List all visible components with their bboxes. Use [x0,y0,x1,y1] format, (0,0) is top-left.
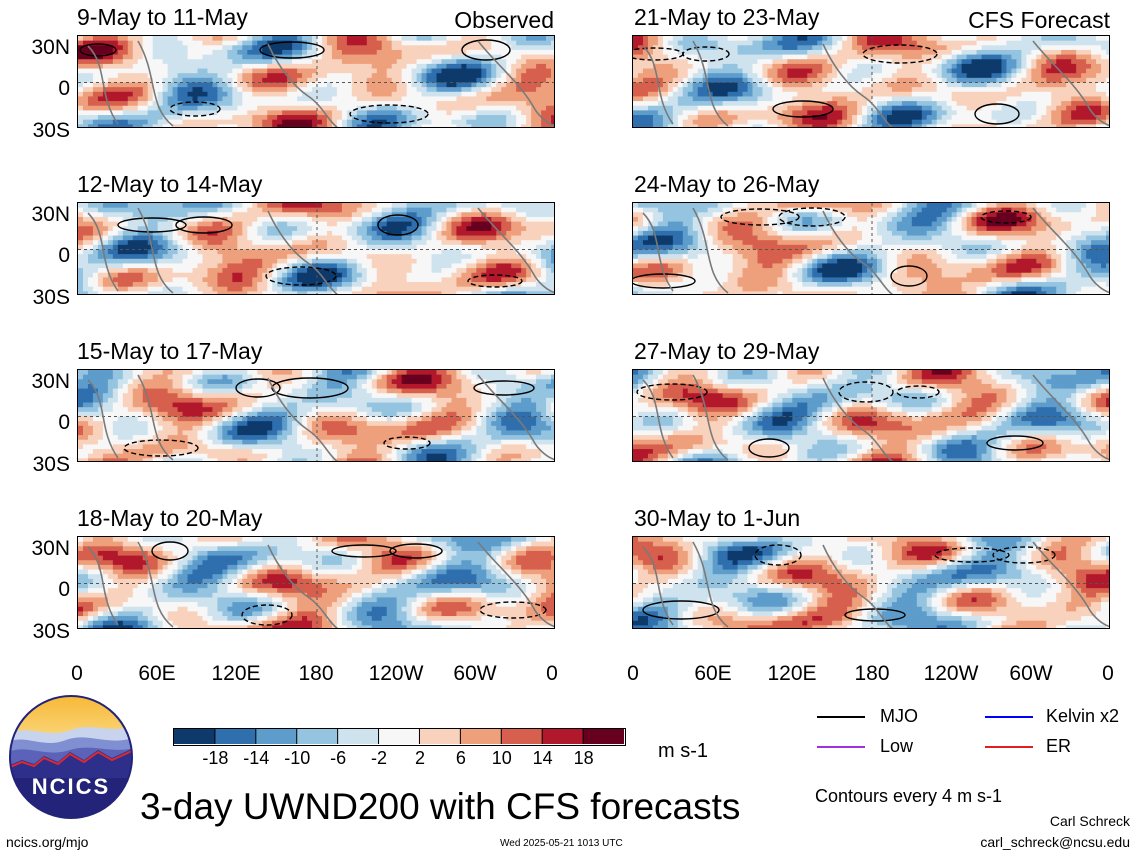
legend-line-low [817,746,865,748]
lon-tick-label: 0 [627,662,639,685]
colorbar-tick-label: -18 [202,748,229,768]
map-field [78,203,554,294]
legend-label: Kelvin x2 [1046,706,1120,726]
map-panel-fcst-1 [632,35,1110,128]
map-field [633,203,1109,294]
colorbar-tick-label: 18 [573,748,594,768]
lon-tick-label: 60E [694,662,732,685]
logo-text: NCICS [31,774,111,799]
colorbar-swatch [296,729,339,744]
legend-label: Low [880,736,914,756]
panel-tag-forecast: CFS Forecast [968,7,1110,33]
map-field [633,36,1109,127]
lat-tick-label: 30N [31,203,70,226]
map-panel-fcst-2 [632,202,1110,295]
colorbar-unit: m s-1 [658,740,708,762]
map-field [78,370,554,461]
panel-title: 9-May to 11-May [77,4,248,30]
map-panel-fcst-4 [632,536,1110,629]
colorbar-tick-label: 10 [491,748,512,768]
legend-label: MJO [880,706,918,726]
map-panel-obs-2 [77,202,555,295]
panel-title: 24-May to 26-May [634,171,820,197]
panel-title: 12-May to 14-May [77,171,263,197]
colorbar-swatch [174,729,216,744]
lat-tick-label: 0 [58,578,70,601]
lon-tick-label: 0 [1102,662,1114,685]
colorbar-tick-label: 6 [455,748,466,768]
panel-title: 21-May to 23-May [634,4,820,30]
colorbar [173,728,626,746]
map-field [633,370,1109,461]
lon-tick-label: 60W [453,662,497,685]
lon-tick-label: 120E [767,662,817,685]
lon-tick-label: 180 [298,662,334,685]
legend-label: ER [1046,736,1072,756]
colorbar-swatch [255,729,298,744]
lon-tick-label: 120E [211,662,261,685]
lat-tick-label: 30N [31,36,70,59]
lon-tick-label: 60E [138,662,176,685]
colorbar-swatch [378,729,420,744]
footer-timestamp: Wed 2025-05-21 1013 UTC [500,838,623,849]
lat-tick-label: 0 [58,411,70,434]
colorbar-tick-label: -6 [330,748,347,768]
lat-tick-label: 30S [32,620,70,643]
legend-line-kelvin [985,716,1033,718]
lon-tick-label: 120W [923,662,979,685]
colorbar-tick-label: -14 [243,748,270,768]
colorbar-swatch [337,729,380,744]
lat-tick-label: 0 [58,77,70,100]
panel-title: 15-May to 17-May [77,338,263,364]
lon-tick-label: 120W [368,662,424,685]
footer-email: carl_schreck@ncsu.edu [980,834,1130,850]
lon-tick-label: 0 [546,662,558,685]
lat-tick-label: 30S [32,453,70,476]
colorbar-swatch [419,729,461,744]
colorbar-tick-label: -10 [284,748,311,768]
lat-tick-label: 30S [32,286,70,309]
colorbar-tick-label: -2 [371,748,388,768]
colorbar-swatch [501,729,543,744]
colorbar-swatches [174,729,624,744]
footer-author: Carl Schreck [1049,813,1130,829]
footer-url: ncics.org/mjo [6,834,89,850]
panel-title: 30-May to 1-Jun [634,505,801,531]
panel-title: 18-May to 20-May [77,505,263,531]
colorbar-tick-label: 14 [532,748,553,768]
ncics-logo: NCICS [8,694,134,820]
lon-tick-label: 60W [1009,662,1053,685]
map-panel-obs-1 [77,35,555,128]
lat-tick-label: 30S [32,119,70,142]
colorbar-swatch [214,729,257,744]
colorbar-swatch [460,729,502,744]
colorbar-swatch [542,729,584,744]
map-field [633,537,1109,628]
contour-note: Contours every 4 m s-1 [815,786,1003,806]
panel-title: 27-May to 29-May [634,338,820,364]
lon-tick-label: 180 [854,662,890,685]
map-panel-obs-3 [77,369,555,462]
lat-tick-label: 30N [31,537,70,560]
map-panel-fcst-3 [632,369,1110,462]
lat-tick-label: 30N [31,370,70,393]
main-title: 3-day UWND200 with CFS forecasts [140,786,741,827]
ncics-logo-graphic [9,695,133,819]
lat-tick-label: 0 [58,244,70,267]
map-field [78,36,554,127]
panel-tag-observed: Observed [454,7,554,33]
colorbar-swatch [583,729,624,744]
map-panel-obs-4 [77,536,555,629]
colorbar-tick-label: 2 [414,748,425,768]
legend-line-mjo [817,716,865,718]
map-field [78,537,554,628]
lon-tick-label: 0 [71,662,83,685]
legend-line-er [985,746,1033,748]
